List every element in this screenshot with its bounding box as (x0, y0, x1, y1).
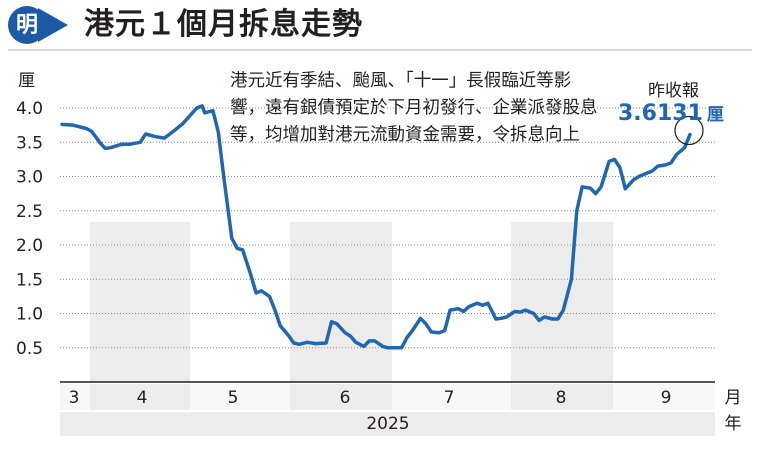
year-label: 2025 (366, 414, 409, 434)
y-tick-label: 2.5 (16, 202, 43, 222)
latest-marker-layer (674, 115, 704, 146)
x-tick-label: 3 (69, 388, 80, 408)
x-axis-unit-label: 月 (725, 388, 742, 408)
x-tick-label: 9 (661, 388, 672, 408)
month-bands (60, 222, 715, 436)
month-band (511, 222, 613, 382)
latest-point-marker (674, 115, 704, 146)
x-tick-label: 8 (556, 388, 567, 408)
gridlines (60, 107, 715, 383)
y-tick-label: 1.5 (16, 270, 43, 290)
x-tick-label: 4 (137, 388, 148, 408)
x-tick-label: 7 (444, 388, 455, 408)
month-axis-band (290, 384, 392, 410)
y-tick-labels: 0.5 1.0 1.5 2.0 2.5 3.0 3.5 4.0 厘 (16, 71, 43, 359)
annotation-text: 港元近有季結、颱風、「十一」長假臨近等影響，遠有銀債預定於下月初發行、企業派發股… (230, 71, 598, 145)
chart-header: 明 港元１個月拆息走勢 (0, 0, 760, 52)
hibor-series-line (60, 104, 692, 350)
x-tick-label: 5 (228, 388, 239, 408)
latest-value-box: 3.6131 厘 (618, 100, 724, 126)
header-rule (8, 49, 752, 51)
latest-unit: 厘 (706, 105, 724, 125)
chart-title: 港元１個月拆息走勢 (84, 7, 363, 42)
month-axis-band (90, 384, 190, 410)
x-tick-label: 6 (340, 388, 351, 408)
y-tick-label: 0.5 (16, 339, 43, 359)
year-unit-label: 年 (725, 414, 742, 434)
y-tick-label: 3.0 (16, 168, 43, 188)
y-tick-label: 2.0 (16, 236, 43, 256)
month-band (90, 222, 190, 382)
y-axis-unit-label: 厘 (18, 71, 35, 91)
logo-wedge (38, 8, 68, 42)
x-tick-labels: 3 4 5 6 7 8 9 月年 2025 (69, 388, 742, 434)
year-strip (60, 412, 715, 436)
y-tick-label: 1.0 (16, 305, 43, 325)
latest-value: 3.6131 (618, 101, 703, 126)
month-axis-band (511, 384, 613, 410)
y-tick-label: 3.5 (16, 133, 43, 153)
latest-label: 昨收報 (648, 81, 699, 101)
series-layer (60, 104, 692, 350)
y-tick-label: 4.0 (16, 99, 43, 119)
month-band (290, 222, 392, 382)
